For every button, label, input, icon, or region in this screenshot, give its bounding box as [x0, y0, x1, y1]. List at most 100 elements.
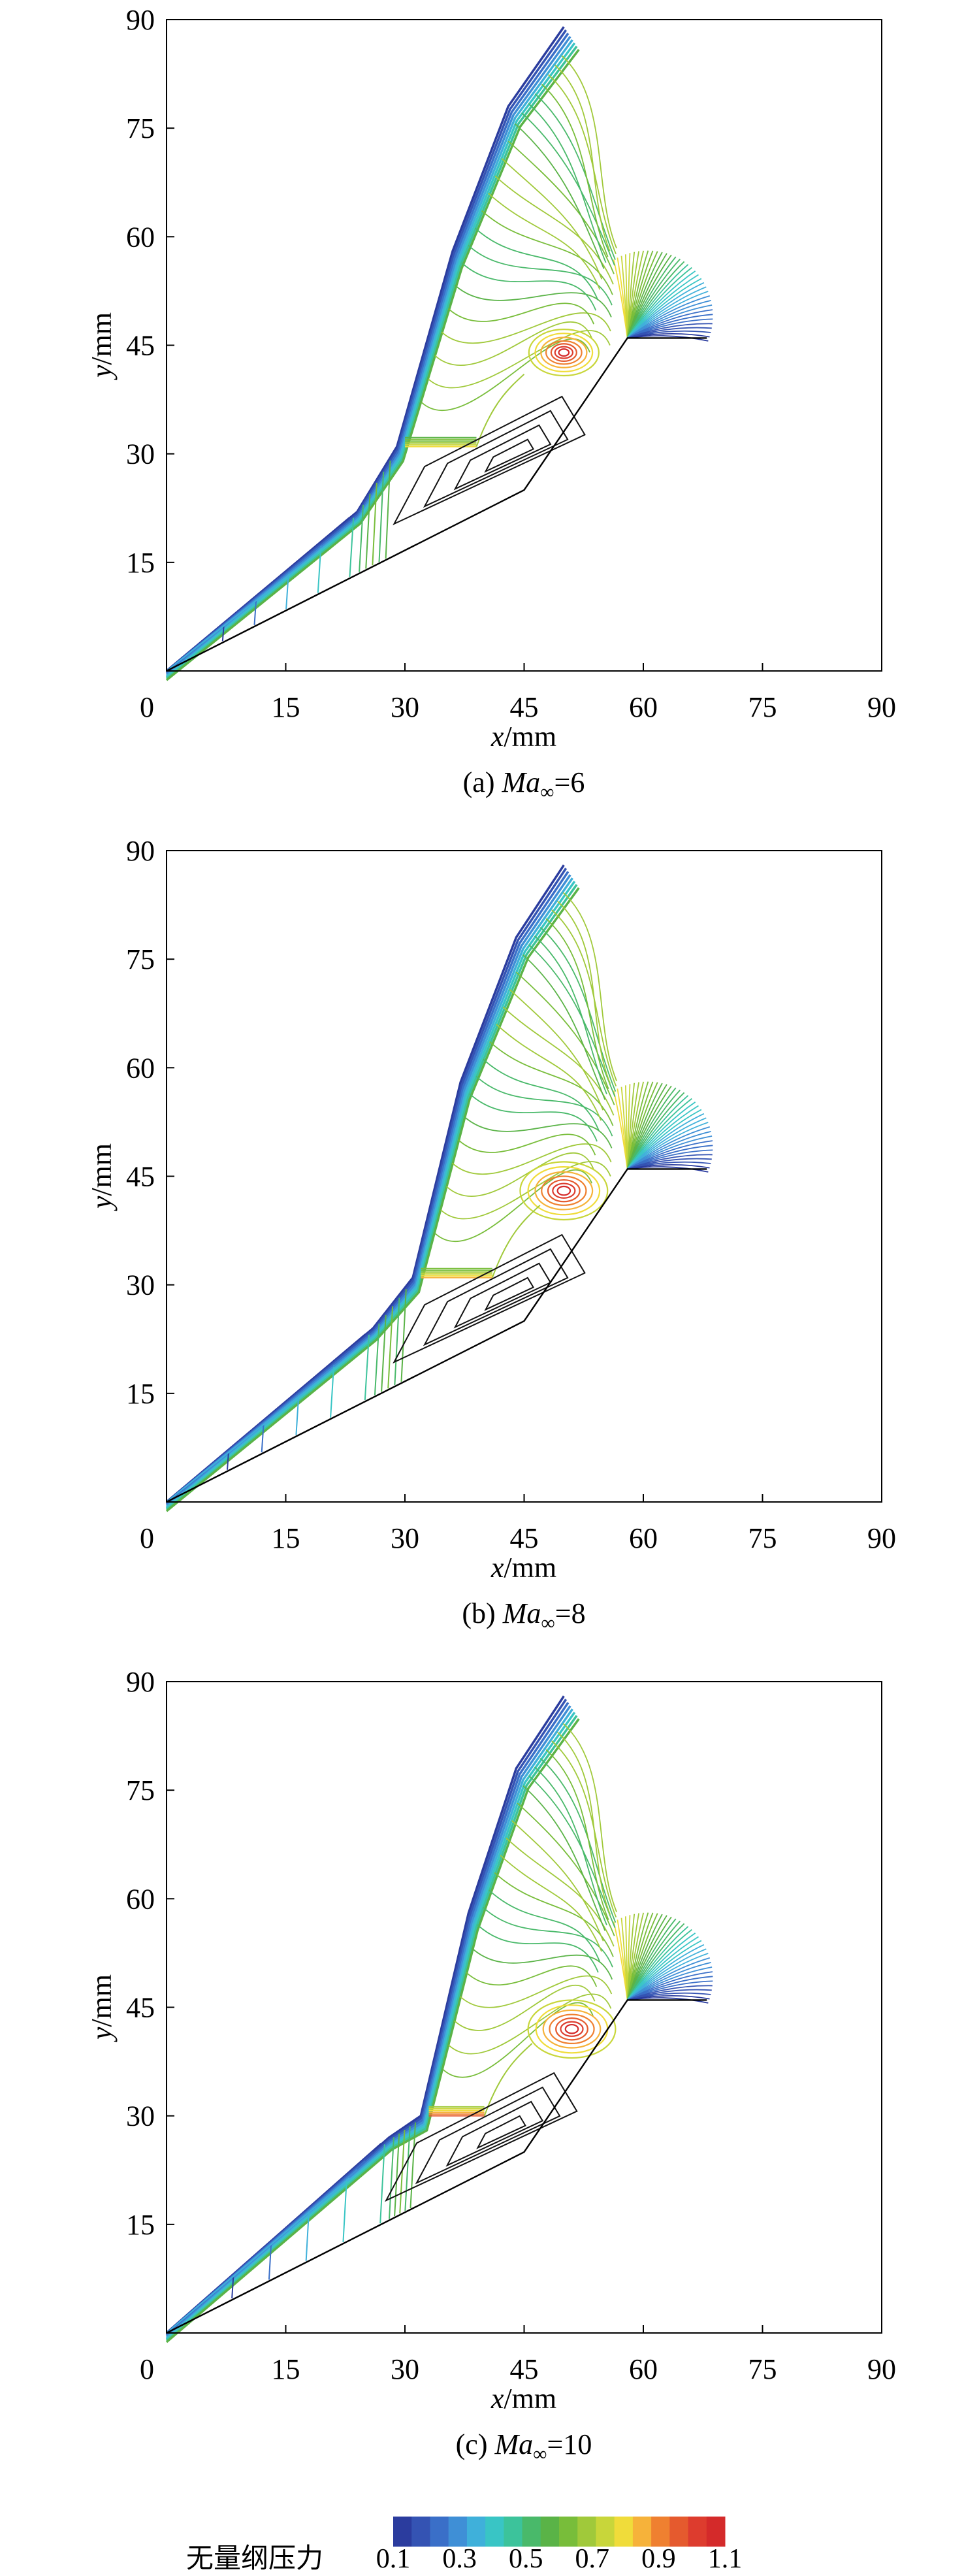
colorbar-swatch [448, 2517, 468, 2547]
y-tick-label: 30 [126, 438, 155, 470]
flow-contour [494, 175, 614, 285]
hotspot-contour [527, 1999, 617, 2059]
flow-contour [500, 1855, 602, 1952]
colorbar-swatch [614, 2517, 634, 2547]
flow-contour [428, 330, 611, 389]
flow-contour [451, 1143, 612, 1175]
shock-contour [165, 36, 571, 676]
x-tick-label: 45 [510, 2353, 539, 2385]
flow-contour [515, 123, 605, 269]
vortex-streamline [393, 395, 586, 526]
colorbar-swatch [540, 2517, 560, 2547]
shock-contour [165, 881, 576, 1510]
panel-b: 0 15 30 45 60 75 90 15 30 45 60 75 90 y/mm x/mm (b) … [86, 835, 896, 1634]
flow-contour [562, 1723, 618, 1913]
flow-contour [440, 1161, 611, 1220]
hotspot-contour [534, 333, 594, 372]
y-tick-label: 75 [126, 112, 155, 144]
flow-contour [522, 1785, 606, 1931]
panel-c: 0 15 30 45 60 75 90 15 30 45 60 75 90 y/mm x/mm (c) … [86, 1666, 896, 2465]
flow-contour [561, 55, 617, 249]
fan-contour [399, 2129, 406, 2214]
body-outline [166, 1168, 707, 1503]
hotspot-contour [558, 348, 570, 357]
flow-contour [463, 1115, 613, 1149]
shock-contour [165, 1715, 578, 2342]
fan-contour [342, 2177, 347, 2243]
fan-contour [374, 1323, 380, 1395]
colorbar-swatch [466, 2517, 486, 2547]
body-outline [166, 337, 707, 672]
hotspot-contour [540, 336, 588, 368]
x-tick-label: 15 [272, 2353, 300, 2385]
y-tick-label: 90 [126, 835, 155, 867]
flow-contour [515, 971, 615, 1105]
y-tick-label: 90 [126, 4, 155, 36]
colorbar-swatch [651, 2517, 670, 2547]
flow-contour [554, 65, 611, 252]
fan-contour [379, 2144, 385, 2224]
vortex-streamline [393, 1233, 586, 1364]
body-outline [166, 1999, 707, 2334]
vortex-streamline [453, 1262, 552, 1329]
fan-contour [330, 1364, 335, 1418]
y-tick-label: 60 [126, 221, 155, 253]
hotspot-contour [556, 1185, 571, 1196]
fan-contour [285, 572, 289, 610]
colorbar-swatch [577, 2517, 596, 2547]
x-tick-label: 45 [510, 691, 539, 723]
ramp-contour [166, 1368, 334, 1503]
flow-contour [477, 1924, 599, 1973]
colorbar-swatch [596, 2517, 615, 2547]
colorbar-tick-label: 0.3 [442, 2544, 477, 2574]
fan-contour [385, 460, 391, 559]
shock-contour [165, 1699, 568, 2336]
pressure-contours [165, 26, 713, 681]
y-axis-label: y/mm [86, 1143, 118, 1211]
panel-caption: (c) Ma∞=10 [456, 2428, 592, 2465]
fan-contour [378, 471, 385, 562]
hotspot-contour [545, 340, 583, 365]
x-tick-label: 90 [867, 1522, 896, 1554]
x-tick-label: 75 [748, 691, 777, 723]
flow-contour [511, 1820, 604, 1942]
colorbar-swatch [411, 2517, 430, 2547]
colorbar-swatch [706, 2517, 726, 2547]
flow-contour [534, 93, 616, 260]
colorbar-swatches [393, 2517, 726, 2547]
y-tick-label: 30 [126, 1269, 155, 1301]
colorbar-tick-label: 0.9 [641, 2544, 676, 2574]
flow-contour [441, 312, 611, 344]
y-tick-label: 15 [126, 547, 155, 579]
ramp-contour [166, 551, 318, 672]
colorbar-swatch [430, 2517, 449, 2547]
flow-contour [494, 1872, 614, 1957]
flow-contour [455, 284, 612, 318]
y-tick-label: 60 [126, 1883, 155, 1915]
y-tick-label: 90 [126, 1666, 155, 1698]
hotspot-contour [550, 343, 577, 362]
colorbar-tick-label: 0.1 [376, 2544, 411, 2574]
vortex-streamline [415, 2086, 561, 2185]
flow-contour [521, 112, 615, 266]
hotspot-contour [555, 2017, 588, 2041]
x-tick-label: 30 [391, 1522, 419, 1554]
fan-contour [305, 2210, 310, 2261]
fan-contour [349, 517, 355, 577]
hotspot-contour [542, 2009, 602, 2049]
colorbar-swatch [504, 2517, 523, 2547]
flow-contour [517, 1802, 615, 1936]
colorbar-swatch [632, 2517, 652, 2547]
flow-contour [457, 1133, 596, 1156]
flow-contour [460, 1975, 613, 2008]
shock-contour [165, 45, 578, 680]
colorbar-title: 无量纲压力 [186, 2542, 323, 2574]
y-axis-label: y/mm [86, 1974, 118, 2042]
expansion-contour [627, 1997, 709, 2004]
fan-contour [364, 1334, 370, 1401]
fan-contour [317, 544, 322, 593]
y-tick-label: 15 [126, 1378, 155, 1410]
hotspot-contour [519, 1161, 609, 1221]
vortex-streamline [384, 2072, 578, 2202]
flow-contour [534, 1767, 607, 1925]
